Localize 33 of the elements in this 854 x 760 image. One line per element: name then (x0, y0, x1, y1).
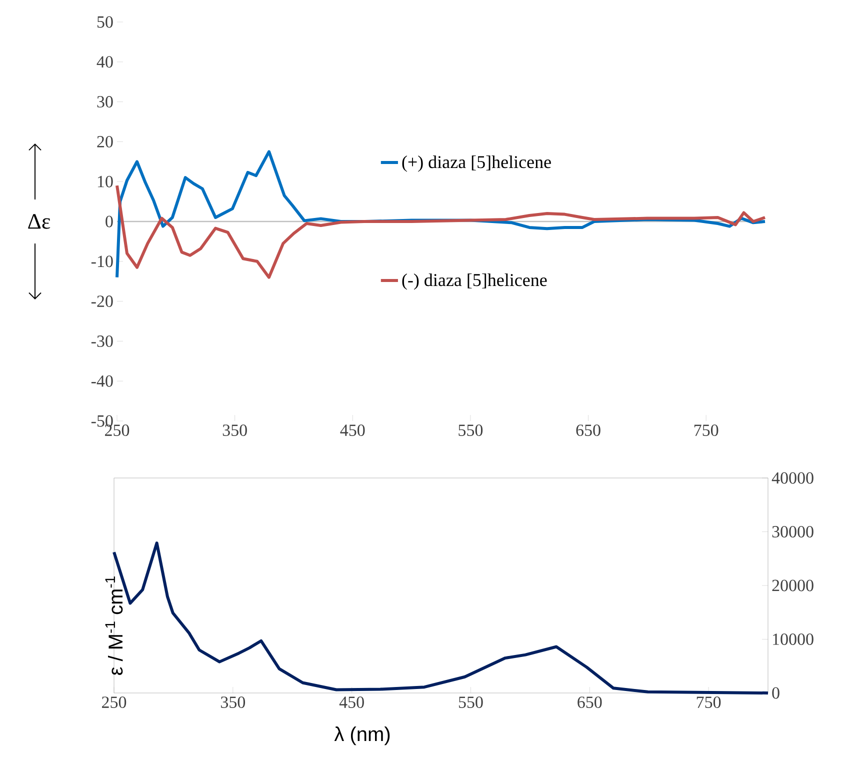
y-tick-label: 30 (97, 96, 113, 108)
x-tick-label: 350 (222, 424, 247, 436)
y-tick-label: -30 (91, 335, 113, 347)
y-tick-label: -50 (91, 415, 113, 427)
y-tick-label: -20 (91, 296, 113, 308)
x-tick-label: 650 (578, 696, 602, 708)
x-tick-label: 750 (694, 424, 718, 436)
y-tick-label: -10 (91, 256, 113, 268)
y-tick-label: 10000 (773, 634, 814, 645)
y-tick-label: 30000 (772, 526, 814, 538)
y-tick-label: -40 (91, 375, 113, 387)
y-tick-label: 40 (96, 56, 113, 68)
x-tick-label: 450 (339, 696, 364, 708)
x-tick-label: 250 (102, 696, 126, 708)
y-tick-label: 0 (106, 216, 113, 228)
x-axis-title: λ (nm) (334, 726, 390, 746)
y-tick-label: 0 (772, 687, 780, 699)
x-tick-label: 650 (576, 424, 600, 436)
y-tick-label: 40000 (772, 472, 814, 484)
y-axis-title: ε / M$^{-1}$ cm$^{-1}$ (105, 576, 123, 675)
y-axis-title: Δε (28, 214, 50, 229)
x-tick-label: 750 (696, 696, 721, 708)
x-tick-label: 350 (220, 696, 246, 708)
y-tick-label: 10 (98, 176, 113, 188)
y-tick-label: 50 (97, 16, 113, 28)
legend-label: (+) diaza [5]helicene (402, 155, 551, 172)
x-tick-label: 550 (458, 424, 483, 436)
y-tick-label: 20 (97, 136, 113, 148)
x-tick-label: 550 (458, 696, 483, 708)
x-tick-label: 250 (105, 424, 130, 436)
x-tick-label: 450 (340, 424, 365, 436)
legend-label: (-) diaza [5]helicene (402, 273, 547, 290)
y-tick-label: 20000 (772, 580, 814, 592)
